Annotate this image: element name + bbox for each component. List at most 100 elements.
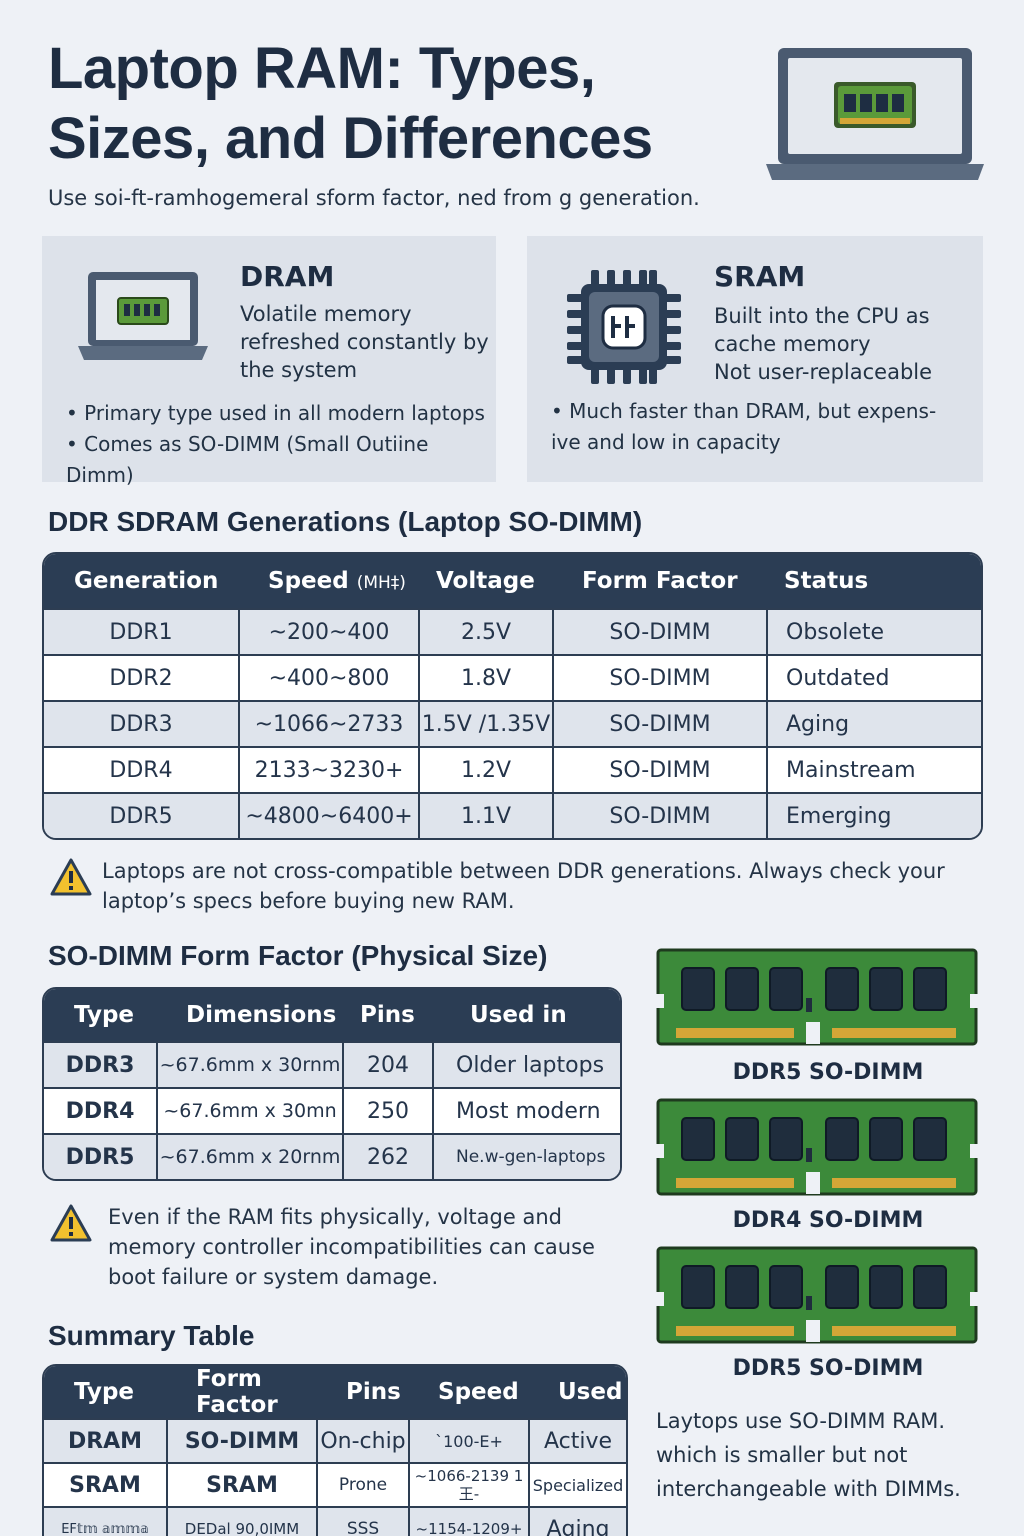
table-cell: Prone [316,1462,408,1506]
form-factor-title: SO-DIMM Form Factor (Physical Size) [48,940,548,971]
table-cell: ~400~800 [238,654,418,700]
memory-chip [913,1265,947,1309]
table-row: DDR5 ~4800~6400+ 1.1V SO-DIMM Emerging [44,792,981,838]
chip-divider [806,1148,812,1162]
column-header: Dimensions [156,989,342,1041]
table-cell: ~67.6mm x 30rnm [156,1041,342,1087]
table-cell: Specialized [528,1462,626,1506]
gold-contacts [676,1326,794,1336]
memory-chip [681,967,715,1011]
column-header: Form Factor [166,1366,316,1418]
side-notch [656,1292,664,1306]
table-cell: DDR3 [44,700,238,746]
ram-stick-label: DDR4 SO-DIMM [732,1208,924,1233]
table-cell: ~1066-2139 1王- [408,1462,528,1506]
generations-table: Generation Speed (MH‡) Voltage Form Fact… [42,552,983,840]
form-factor-warning: Even if the RAM fits physically, voltage… [108,1205,595,1289]
dram-bullet: Comes as SO-DIMM (Small Outiine Dimm) [66,429,496,491]
page-title: Laptop RAM: Types, Sizes, and Difference… [48,36,653,171]
gold-contacts [676,1028,794,1038]
table-cell: ~1154-1209+ [408,1506,528,1536]
table-cell: SRAM [166,1462,316,1506]
memory-chip [869,1265,903,1309]
sram-title: SRAM [714,260,806,293]
side-notch [656,994,664,1008]
table-cell: Emerging [766,792,981,838]
key-notch [806,1022,820,1044]
cpu-chip-icon [567,270,681,384]
table-cell: DDR4 [44,746,238,792]
table-cell: ~67.6mm x 30mn [156,1087,342,1133]
column-header-speed: Speed [268,568,349,594]
column-header: Voltage [418,554,552,608]
table-cell: Aging [528,1506,626,1536]
column-header: Type [44,1366,166,1418]
table-row: DDR3 ~67.6mm x 30rnm 204 Older laptops [44,1041,620,1087]
ram-stick-icon [656,1098,978,1196]
key-notch [806,1320,820,1342]
memory-chip [869,1117,903,1161]
memory-chip [681,1117,715,1161]
side-notch [970,1292,978,1306]
form-factor-table: Type Dimensions Pins Used in DDR3 ~67.6m… [42,987,622,1181]
memory-chip [913,1117,947,1161]
sram-description: Built into the CPU as cache memory Not u… [714,302,974,386]
ram-stick-icon [656,1246,978,1344]
warning-icon [50,1204,92,1242]
column-header: Pins [316,1366,408,1418]
table-cell: DDR2 [44,654,238,700]
memory-chip [681,1265,715,1309]
sram-bullets: Much faster than DRAM, but expens- ive a… [551,396,971,458]
sram-bullet: Much faster than DRAM, but expens- ive a… [551,396,971,458]
table-cell: SO-DIMM [166,1418,316,1462]
table-cell: 1.8V [418,654,552,700]
table-cell: SSS [316,1506,408,1536]
page-subtitle: Use soi-ft-ramhogemeral sform factor, ne… [48,186,700,210]
table-row: DDR2 ~400~800 1.8V SO-DIMM Outdated [44,654,981,700]
table-cell: Active [528,1418,626,1462]
table-cell: SO-DIMM [552,608,766,654]
memory-chip [769,967,803,1011]
table-row: SRAM SRAM Prone ~1066-2139 1王- Specializ… [44,1462,626,1506]
table-cell: Mainstream [766,746,981,792]
laptop-ram-icon [78,272,208,360]
gold-contacts [832,1326,956,1336]
column-header: Form Factor [552,554,766,608]
table-cell: SO-DIMM [552,654,766,700]
memory-chip [913,967,947,1011]
ram-stick-label: DDR5 SO-DIMM [732,1356,924,1381]
memory-chip [725,1265,759,1309]
table-cell: ~4800~6400+ [238,792,418,838]
table-cell: SO-DIMM [552,746,766,792]
table-row: DDR5 ~67.6mm x 20rnm 262 Ne.w-gen-laptop… [44,1133,620,1179]
column-header-unit: (MH‡) [356,573,406,593]
chip-divider [806,998,812,1012]
table-cell: ~1066~2733 [238,700,418,746]
table-cell: 1.1V [418,792,552,838]
table-cell: SRAM [44,1462,166,1506]
gold-contacts [832,1028,956,1038]
sram-card: SRAM Built into the CPU as cache memory … [527,236,983,482]
memory-chip [825,967,859,1011]
dram-bullet: Primary type used in all modern laptops [66,398,496,429]
chip-divider [806,1296,812,1310]
column-header: Status [766,554,981,608]
memory-chip [869,967,903,1011]
summary-note: Laytops use SO-DIMM RAM. which is smalle… [656,1409,961,1501]
table-row: DDR3 ~1066~2733 1.5V /1.35V SO-DIMM Agin… [44,700,981,746]
column-header: Used in [432,989,620,1041]
table-cell: 2.5V [418,608,552,654]
side-notch [970,1144,978,1158]
table-row: EF𝕥𝕞 𝕒𝕞𝕞𝕒 DEDal 90,0IMM SSS ~1154-1209+ … [44,1506,626,1536]
column-header: Speed [408,1366,528,1418]
table-cell: 204 [342,1041,432,1087]
column-header: Type [44,989,156,1041]
table-row: DRAM SO-DIMM On-chip `100-E+ Active [44,1418,626,1462]
summary-table: Type Form Factor Pins Speed Used DRAM SO… [42,1364,628,1536]
sram-description-line: Built into the CPU as [714,304,930,328]
gold-contacts [832,1178,956,1188]
table-cell: EF𝕥𝕞 𝕒𝕞𝕞𝕒 [44,1506,166,1536]
column-header: Pins [342,989,432,1041]
dram-description: Volatile memory refreshed constantly by … [240,302,489,382]
generations-warning: Laptops are not cross-compatible between… [102,859,945,913]
